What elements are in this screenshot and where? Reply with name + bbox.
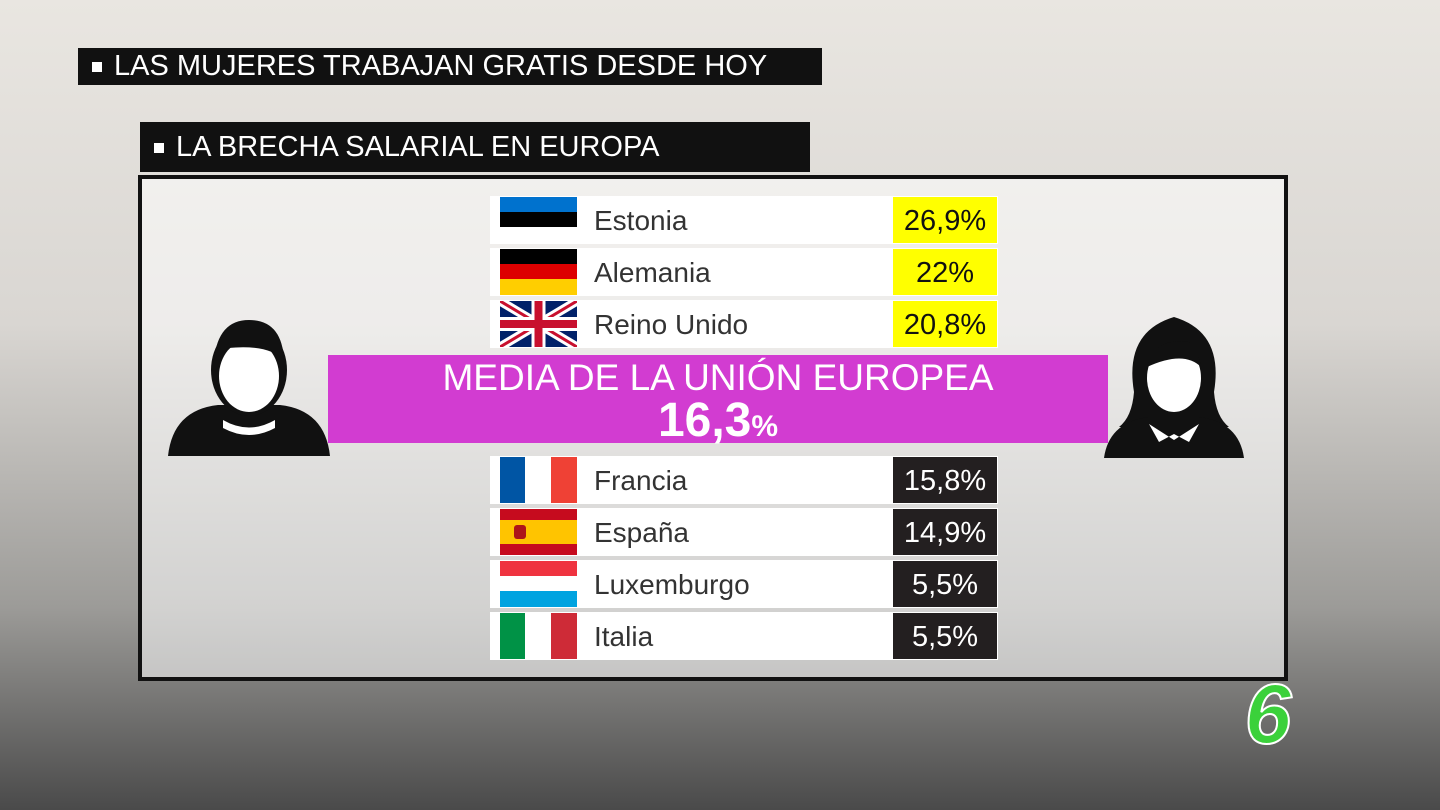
man-icon xyxy=(168,320,330,456)
flag xyxy=(500,457,577,503)
gap-value: 22% xyxy=(893,249,997,295)
country-name: Italia xyxy=(594,621,654,652)
average-value: 16,3% xyxy=(328,397,1108,449)
country-row: Estonia 26,9% xyxy=(490,196,998,244)
country-name: Estonia xyxy=(594,205,688,236)
headline: LAS MUJERES TRABAJAN GRATIS DESDE HOY xyxy=(78,48,822,85)
woman-icon xyxy=(1104,317,1244,458)
country-row: Reino Unido 20,8% xyxy=(490,300,998,348)
gap-value: 15,8% xyxy=(893,457,997,503)
country-row: Luxemburgo 5,5% xyxy=(490,560,998,608)
flag xyxy=(500,301,577,347)
country-row: Francia 15,8% xyxy=(490,456,998,504)
gap-value: 14,9% xyxy=(893,509,997,555)
country-name: Reino Unido xyxy=(594,309,749,340)
country-name: España xyxy=(594,517,689,548)
subtitle-text: LA BRECHA SALARIAL EN EUROPA xyxy=(176,131,660,163)
average-band: MEDIA DE LA UNIÓN EUROPEA 16,3% xyxy=(328,355,1108,445)
flag xyxy=(500,561,577,607)
flag xyxy=(500,613,577,659)
country-row: Italia 5,5% xyxy=(490,612,998,660)
flag xyxy=(500,509,577,555)
gap-value: 5,5% xyxy=(893,561,997,607)
gap-value: 26,9% xyxy=(893,197,997,243)
gap-value: 20,8% xyxy=(893,301,997,347)
country-row: España 14,9% xyxy=(490,508,998,556)
subtitle: LA BRECHA SALARIAL EN EUROPA xyxy=(140,122,810,172)
country-row: Alemania 22% xyxy=(490,248,998,296)
country-name: Alemania xyxy=(594,257,711,288)
headline-text: LAS MUJERES TRABAJAN GRATIS DESDE HOY xyxy=(114,50,768,82)
flag xyxy=(500,249,577,295)
average-number: 16,3 xyxy=(657,394,752,447)
country-name: Luxemburgo xyxy=(594,569,750,600)
channel-logo: 6 xyxy=(1244,667,1293,761)
country-name: Francia xyxy=(594,465,688,496)
average-label: MEDIA DE LA UNIÓN EUROPEA xyxy=(442,357,994,398)
gap-value: 5,5% xyxy=(893,613,997,659)
flag xyxy=(500,197,577,243)
average-unit: % xyxy=(751,410,779,443)
